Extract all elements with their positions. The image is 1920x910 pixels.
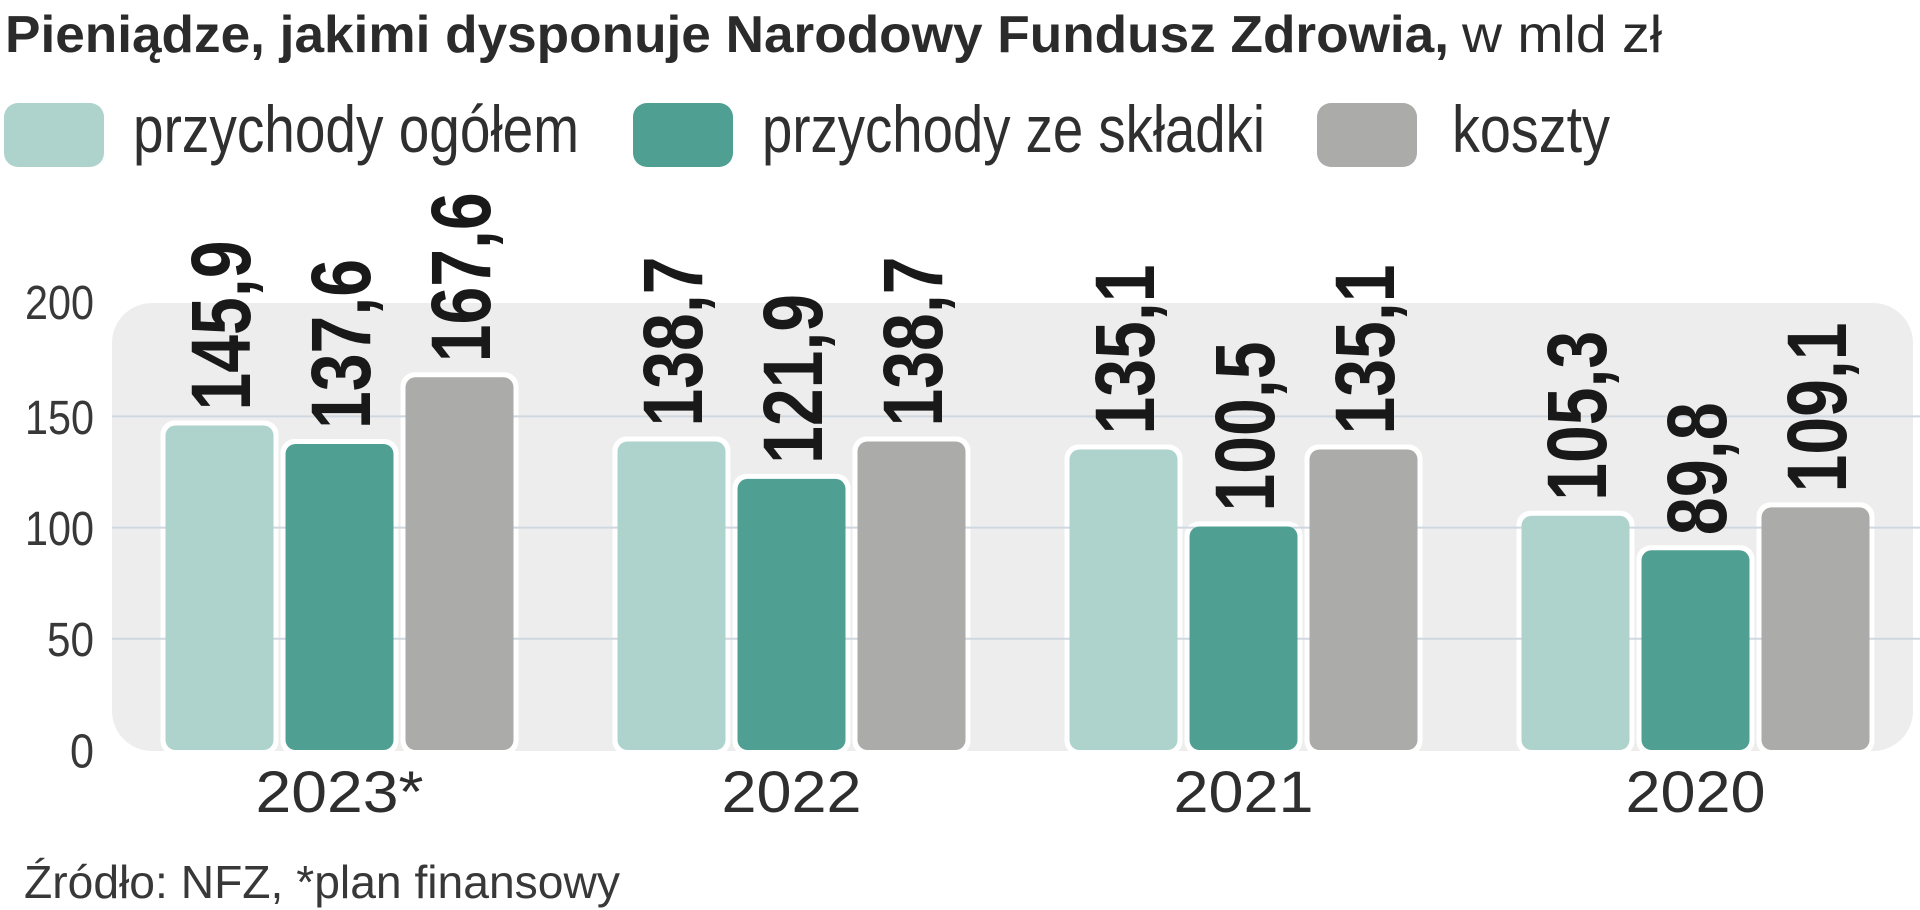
svg-text:89,8: 89,8 [1650, 402, 1744, 535]
svg-text:100,5: 100,5 [1198, 342, 1292, 512]
svg-text:109,1: 109,1 [1770, 322, 1864, 492]
svg-text:przychody ze składki: przychody ze składki [762, 92, 1265, 166]
svg-text:105,3: 105,3 [1530, 331, 1624, 501]
svg-text:2021: 2021 [1174, 760, 1314, 825]
svg-text:100: 100 [25, 503, 94, 556]
svg-text:w mld zł: w mld zł [1461, 6, 1663, 64]
svg-text:137,6: 137,6 [294, 259, 388, 429]
svg-text:przychody ogółem: przychody ogółem [133, 92, 579, 166]
svg-text:0: 0 [70, 725, 94, 778]
svg-text:145,9: 145,9 [174, 241, 268, 411]
svg-text:2023*: 2023* [256, 760, 424, 825]
svg-text:Pieniądze, jakimi dysponuje Na: Pieniądze, jakimi dysponuje Narodowy Fun… [5, 6, 1449, 64]
svg-text:50: 50 [47, 614, 94, 667]
svg-text:200: 200 [25, 277, 94, 330]
svg-text:Źródło: NFZ, *plan finansowy: Źródło: NFZ, *plan finansowy [24, 856, 620, 908]
svg-text:138,7: 138,7 [866, 257, 960, 427]
svg-text:150: 150 [25, 392, 94, 445]
svg-text:135,1: 135,1 [1318, 265, 1412, 435]
svg-text:167,6: 167,6 [414, 192, 508, 362]
svg-text:138,7: 138,7 [626, 257, 720, 427]
svg-text:135,1: 135,1 [1078, 265, 1172, 435]
svg-text:121,9: 121,9 [746, 294, 840, 464]
svg-text:koszty: koszty [1452, 92, 1610, 166]
svg-text:2020: 2020 [1626, 760, 1766, 825]
svg-text:2022: 2022 [722, 760, 862, 825]
